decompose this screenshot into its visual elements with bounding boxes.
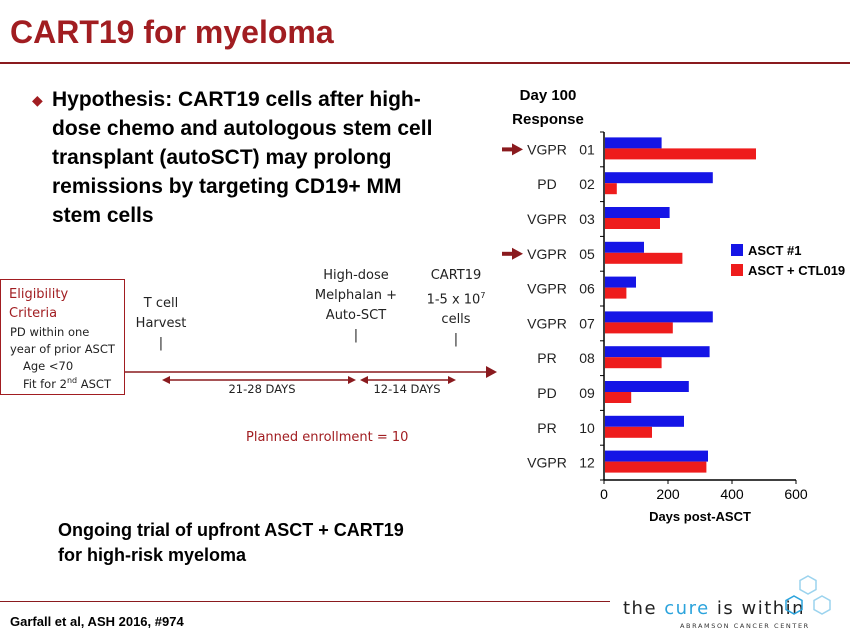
bar-ctl019 <box>605 287 627 299</box>
bar-ctl019 <box>605 252 683 264</box>
patient-id-label: 09 <box>579 385 595 401</box>
slide-title: CART19 for myeloma <box>10 14 334 50</box>
response-label: PR <box>537 420 556 436</box>
chart-header-text: Day 100 <box>520 87 577 104</box>
response-label: PR <box>537 350 556 366</box>
response-label: VGPR <box>527 315 567 331</box>
bar-asct <box>605 207 670 218</box>
legend-swatch <box>731 264 743 276</box>
timeline-step-harvest: T cell Harvest | <box>135 296 187 351</box>
response-label: VGPR <box>527 211 567 227</box>
bar-asct <box>605 276 636 288</box>
x-axis-label: Days post-ASCT <box>649 509 751 524</box>
bar-asct <box>605 450 708 462</box>
hexagon-logo-icon <box>785 575 831 615</box>
bar-ctl019 <box>605 148 756 160</box>
legend-label: ASCT + CTL019 <box>748 263 845 278</box>
patient-id-label: 03 <box>579 211 595 227</box>
response-label: VGPR <box>527 141 567 157</box>
eligibility-line: PD within one <box>10 325 90 339</box>
bar-asct <box>605 311 713 323</box>
interval-label-1: 21-28 DAYS <box>228 382 296 396</box>
eligibility-box: Eligibility Criteria PD within one year … <box>0 279 125 395</box>
response-label: VGPR <box>527 246 567 262</box>
patient-id-label: 07 <box>579 315 595 331</box>
timeline-step-cart19: CART19 1-5 x 107 cells | <box>426 268 486 348</box>
footer-divider <box>0 601 610 602</box>
x-tick-label: 400 <box>720 486 744 502</box>
response-label: PD <box>537 385 556 401</box>
logo-subtitle: ABRAMSON CANCER CENTER <box>680 622 810 630</box>
cancer-center-logo: the cure is within <box>623 598 806 619</box>
bar-ctl019 <box>605 357 662 369</box>
patient-id-label: 01 <box>579 141 595 157</box>
x-tick-label: 200 <box>656 486 680 502</box>
eligibility-line: year of prior ASCT <box>10 342 115 356</box>
legend-label: ASCT #1 <box>748 243 801 258</box>
diamond-bullet-icon: ◆ <box>32 92 43 108</box>
timeline-step-transplant: High-dose Melphalan + Auto-SCT | <box>314 268 398 343</box>
bar-asct <box>605 172 713 184</box>
patient-id-label: 06 <box>579 281 595 297</box>
bar-asct <box>605 381 689 392</box>
bar-ctl019 <box>605 392 632 403</box>
patient-id-label: 05 <box>579 246 595 262</box>
bar-ctl019 <box>605 461 707 473</box>
bar-ctl019 <box>605 426 652 438</box>
response-label: PD <box>537 176 556 192</box>
ongoing-trial-text: Ongoing trial of upfront ASCT + CART19 f… <box>58 520 404 565</box>
bar-asct <box>605 137 662 149</box>
eligibility-title: Eligibility Criteria <box>9 287 69 321</box>
eligibility-line: Fit for 2nd ASCT <box>23 376 111 391</box>
citation: Garfall et al, ASH 2016, #974 <box>10 614 184 629</box>
highlight-arrowhead-icon <box>512 247 523 260</box>
bar-asct <box>605 346 710 358</box>
response-label: VGPR <box>527 281 567 297</box>
eligibility-line: Age <70 <box>23 359 74 373</box>
x-tick-label: 0 <box>600 486 608 502</box>
title-divider <box>0 62 850 64</box>
bar-ctl019 <box>605 218 660 229</box>
bar-ctl019 <box>605 183 617 195</box>
bar-asct <box>605 241 644 253</box>
patient-id-label: 08 <box>579 350 595 366</box>
x-tick-label: 600 <box>784 486 808 502</box>
legend-swatch <box>731 244 743 256</box>
bar-asct <box>605 415 684 427</box>
patient-id-label: 12 <box>579 455 595 471</box>
highlight-arrowhead-icon <box>512 143 523 156</box>
bar-ctl019 <box>605 322 673 334</box>
patient-id-label: 02 <box>579 176 595 192</box>
patient-id-label: 10 <box>579 420 595 436</box>
response-label: VGPR <box>527 455 567 471</box>
enrollment-note: Planned enrollment = 10 <box>246 430 409 445</box>
chart-header-text: Response <box>512 111 584 128</box>
hypothesis-text: Hypothesis: CART19 cells after high-dose… <box>52 88 433 227</box>
interval-label-2: 12-14 DAYS <box>373 382 441 396</box>
